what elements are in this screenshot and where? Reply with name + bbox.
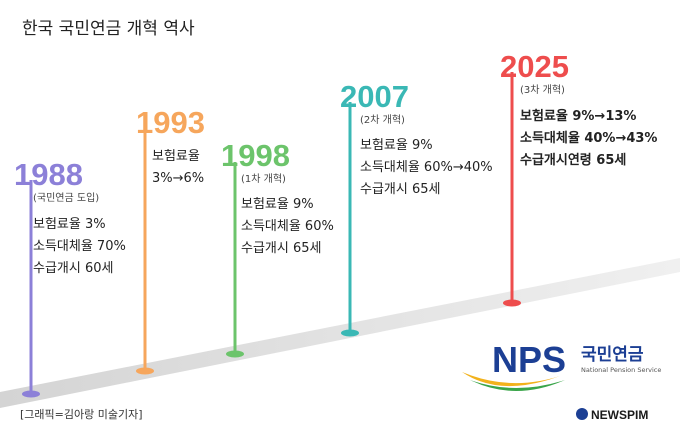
year: 1998 bbox=[221, 138, 290, 173]
pole-base bbox=[226, 350, 244, 358]
logo-mark: NPS bbox=[492, 339, 566, 380]
milestone-note: (국민연금 도입) bbox=[33, 191, 99, 204]
logo-english: National Pension Service bbox=[581, 366, 661, 374]
year: 1988 bbox=[14, 157, 83, 192]
logo-swoosh bbox=[462, 372, 560, 387]
detail: 보험료율 9% bbox=[360, 138, 433, 153]
detail: 보험료율 bbox=[152, 149, 200, 164]
pole-base bbox=[503, 299, 521, 307]
milestone-note: (2차 개혁) bbox=[360, 114, 405, 126]
detail: 3%→6% bbox=[152, 171, 204, 186]
pole-base bbox=[341, 329, 359, 337]
detail: 보험료율 9%→13% bbox=[520, 108, 636, 124]
milestone: 1993 보험료율 3%→6% bbox=[136, 105, 205, 375]
timeline-band bbox=[0, 258, 680, 408]
detail: 보험료율 9% bbox=[241, 197, 314, 212]
nps-logo: NPS 국민연금 National Pension Service bbox=[462, 339, 661, 391]
newspim-icon bbox=[576, 408, 588, 420]
logo-swoosh bbox=[470, 380, 565, 391]
milestone: 2007 (2차 개혁) 보험료율 9% 소득대체율 60%→40% 수급개시 … bbox=[340, 79, 493, 337]
detail: 수급개시 65세 bbox=[360, 182, 440, 197]
milestone: 1988 (국민연금 도입) 보험료율 3% 소득대체율 70% 수급개시 60… bbox=[14, 157, 126, 398]
pole-base bbox=[22, 390, 40, 398]
detail: 보험료율 3% bbox=[33, 217, 106, 232]
year: 2007 bbox=[340, 79, 409, 114]
detail: 수급개시연령 65세 bbox=[520, 153, 626, 168]
detail: 소득대체율 40%→43% bbox=[520, 130, 657, 146]
detail: 수급개시 65세 bbox=[241, 241, 321, 256]
detail: 소득대체율 70% bbox=[33, 239, 126, 254]
logo-name: 국민연금 bbox=[581, 345, 644, 365]
milestone-note: (3차 개혁) bbox=[520, 84, 565, 96]
year: 2025 bbox=[500, 49, 569, 84]
milestone-note: (1차 개혁) bbox=[241, 173, 286, 185]
source-logo: NEWSPIM bbox=[591, 408, 648, 422]
title: 한국 국민연금 개혁 역사 bbox=[22, 19, 195, 39]
detail: 소득대체율 60%→40% bbox=[360, 160, 493, 175]
year: 1993 bbox=[136, 105, 205, 140]
detail: 수급개시 60세 bbox=[33, 261, 113, 276]
credit: [그래픽=김아랑 미술기자] bbox=[20, 408, 143, 421]
milestone: 2025 (3차 개혁) 보험료율 9%→13% 소득대체율 40%→43% 수… bbox=[500, 49, 657, 307]
milestone: 1998 (1차 개혁) 보험료율 9% 소득대체율 60% 수급개시 65세 bbox=[221, 138, 334, 358]
pole-base bbox=[136, 367, 154, 375]
detail: 소득대체율 60% bbox=[241, 219, 334, 234]
